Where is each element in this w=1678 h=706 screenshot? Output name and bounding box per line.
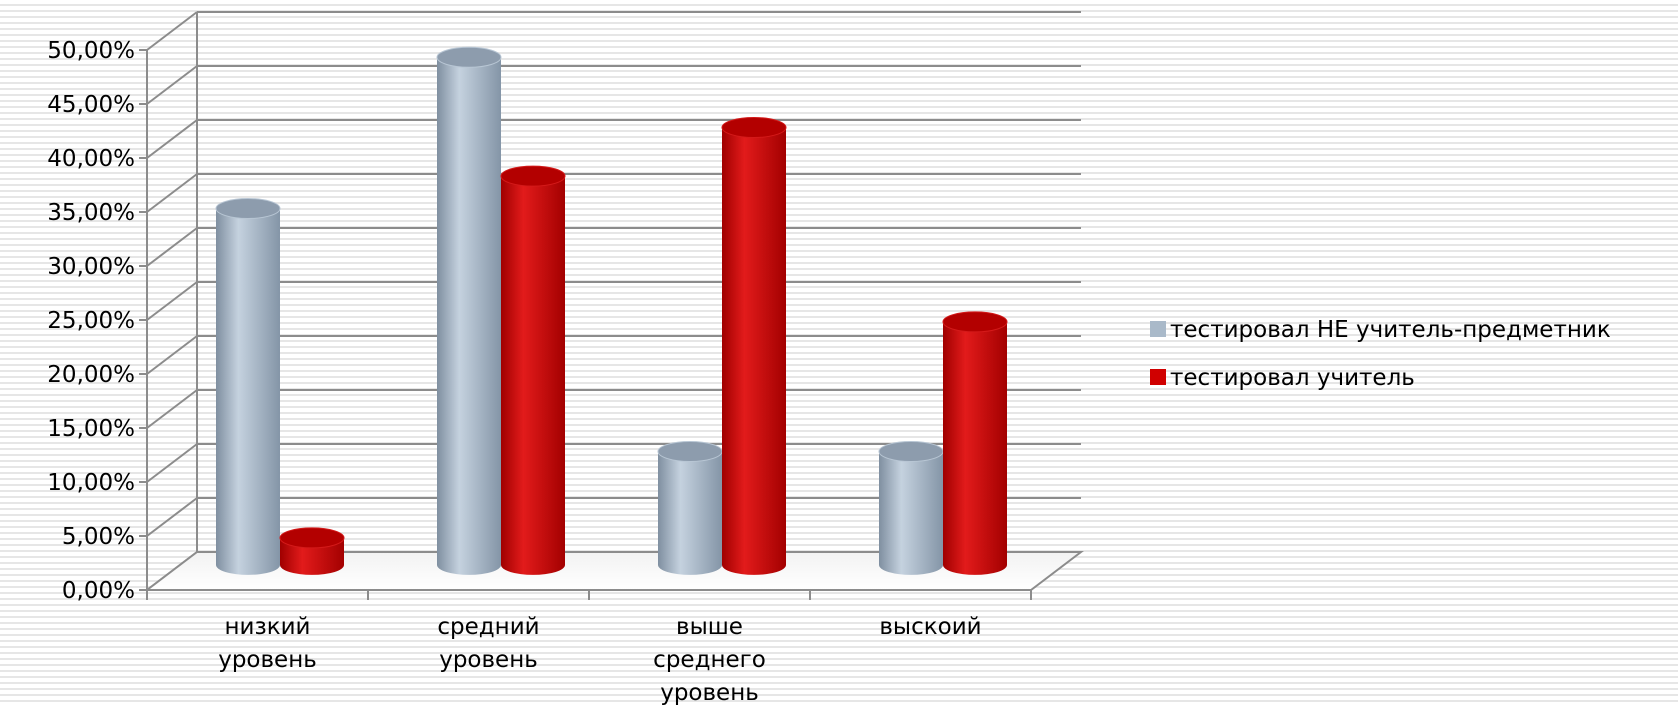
- bar-body: [501, 176, 565, 575]
- bar-top: [500, 165, 566, 187]
- x-category-label: выскоий: [879, 614, 981, 640]
- bar-top: [657, 441, 723, 462]
- gridline-diagonal: [146, 173, 198, 213]
- bar-body: [216, 208, 280, 575]
- gridline-diagonal: [146, 389, 198, 429]
- bar: [878, 441, 944, 575]
- gridline-diagonal: [146, 497, 198, 537]
- y-tick-label: 50,00%: [47, 38, 135, 64]
- y-tick-label: 25,00%: [47, 308, 135, 334]
- y-axis-tick-labels: 0,00% 5,00% 10,00% 15,00% 20,00% 25,00% 30,00%…: [47, 38, 135, 604]
- y-tick-label: 0,00%: [62, 578, 135, 604]
- y-tick-label: 20,00%: [47, 362, 135, 388]
- bar-body: [722, 127, 786, 575]
- gridline-diagonal: [146, 443, 198, 483]
- bar: [436, 46, 502, 575]
- legend-item: тестировал НЕ учитель-предметник: [1150, 317, 1611, 343]
- legend-label: тестировал учитель: [1170, 365, 1415, 391]
- bar-top: [942, 311, 1008, 333]
- bar-body: [280, 537, 344, 575]
- gridline-diagonal: [146, 119, 198, 159]
- bar-body: [437, 57, 501, 575]
- bar: [657, 441, 723, 575]
- bar: [500, 165, 566, 575]
- gridline-diagonal: [146, 335, 198, 375]
- gridline-diagonal: [146, 11, 198, 51]
- bar-body: [658, 451, 722, 575]
- x-axis-category-labels: низкий уровень средний уровень выше среднего у…: [218, 614, 981, 706]
- bar: [279, 527, 345, 575]
- y-tick-label: 30,00%: [47, 254, 135, 280]
- gridlines: [146, 11, 1081, 591]
- bar-top: [878, 441, 944, 462]
- axes: [139, 12, 1084, 600]
- bar-body: [879, 451, 943, 575]
- bar-top: [215, 198, 281, 219]
- bar-top: [436, 46, 502, 68]
- legend-item: тестировал учитель: [1150, 365, 1415, 391]
- gridline-diagonal: [146, 281, 198, 321]
- x-category-label: низкий уровень: [218, 614, 317, 673]
- legend-swatch: [1150, 321, 1166, 337]
- legend-label: тестировал НЕ учитель-предметник: [1170, 317, 1611, 343]
- legend: тестировал НЕ учитель-предметник тестиров…: [1150, 317, 1611, 391]
- y-tick-label: 5,00%: [62, 524, 135, 550]
- y-tick-label: 15,00%: [47, 416, 135, 442]
- gridline-diagonal: [146, 227, 198, 267]
- bars: [215, 46, 1008, 575]
- x-category-label: средний уровень: [437, 614, 539, 673]
- bar-body: [943, 321, 1007, 575]
- chart-floor: [144, 551, 1084, 591]
- y-tick-label: 45,00%: [47, 92, 135, 118]
- bar-top: [721, 117, 787, 138]
- bar: [942, 311, 1008, 575]
- gridline-diagonal: [146, 65, 198, 105]
- y-tick-label: 10,00%: [47, 470, 135, 496]
- bar-top: [279, 527, 345, 549]
- legend-swatch: [1150, 369, 1166, 385]
- y-tick-label: 40,00%: [47, 146, 135, 172]
- bar: [215, 198, 281, 575]
- y-tick-label: 35,00%: [47, 200, 135, 226]
- x-category-label: выше среднего уровень: [653, 614, 766, 706]
- bar: [721, 117, 787, 575]
